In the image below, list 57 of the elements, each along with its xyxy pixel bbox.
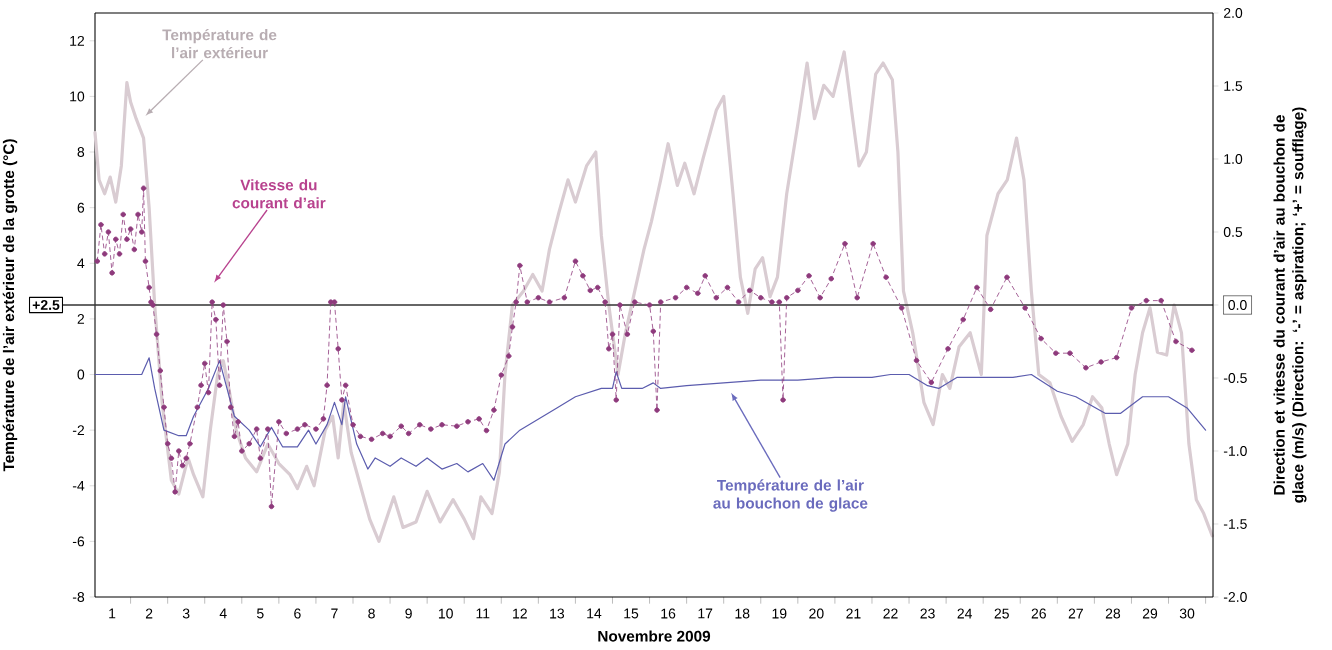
- x-tick-label: 14: [587, 608, 602, 619]
- ref-line-label: +2.5: [32, 300, 60, 310]
- x-tick-label: 21: [846, 608, 861, 619]
- y2-tick-label: -1.0: [1223, 446, 1247, 456]
- x-tick-label: 10: [438, 608, 453, 619]
- y-tick-label: 0: [77, 369, 85, 380]
- y2-tick-label: 1.0: [1224, 154, 1243, 164]
- x-tick-label: 27: [1068, 608, 1083, 619]
- x-tick-label: 7: [331, 608, 338, 619]
- y-tick-label: 2: [77, 314, 85, 324]
- x-tick-label: 19: [772, 608, 787, 619]
- y-tick-label: 12: [70, 35, 85, 46]
- x-tick-label: 5: [257, 608, 264, 619]
- x-tick-label: 18: [735, 608, 750, 619]
- x-tick-label: 30: [1179, 608, 1195, 619]
- y2-tick-label: 0.5: [1223, 227, 1243, 237]
- y-tick-label: -4: [72, 480, 85, 491]
- x-tick-label: 9: [405, 608, 412, 619]
- y2-tick-label: 2.0: [1223, 8, 1243, 18]
- x-tick-label: 23: [920, 608, 935, 619]
- y-tick-label: -2: [72, 425, 85, 436]
- x-tick-label: 28: [1105, 608, 1121, 619]
- y-tick-label: 6: [77, 202, 85, 213]
- y2-axis-title: Direction et vitesse du courant d’air au bouchon de glace (m/s) (Direction: ‘-’ = aspiration; ‘+’ = soufflage): [1273, 107, 1307, 503]
- y-tick-label: -6: [72, 536, 85, 547]
- x-tick-label: 13: [550, 608, 565, 619]
- y-tick-label: 4: [77, 258, 85, 269]
- x-tick-label: 1: [109, 608, 116, 619]
- x-tick-label: 29: [1142, 608, 1158, 619]
- y-tick-label: 10: [70, 91, 85, 102]
- x-tick-label: 20: [809, 608, 824, 619]
- x-tick-label: 12: [513, 608, 527, 619]
- x-tick-label: 11: [476, 608, 490, 619]
- y-tick-label: -8: [72, 592, 85, 602]
- y2-tick-label: -0.5: [1223, 373, 1247, 383]
- y-axis-title: Température de l’air extérieur de la grotte (°C): [2, 139, 18, 472]
- x-tick-label: 22: [883, 608, 898, 619]
- x-tick-label: 24: [957, 608, 972, 619]
- x-tick-label: 16: [661, 608, 676, 619]
- y2-tick-label: 0.0: [1228, 300, 1247, 310]
- x-axis-title: Novembre 2009: [598, 630, 711, 642]
- x-tick-label: 8: [368, 608, 375, 619]
- x-tick-label: 2: [145, 608, 153, 619]
- y2-tick-label: -2.0: [1223, 592, 1247, 602]
- y-tick-label: 8: [77, 147, 85, 158]
- y2-tick-label: 1.5: [1224, 81, 1243, 91]
- x-tick-label: 26: [1031, 608, 1046, 619]
- x-tick-label: 6: [294, 608, 301, 619]
- annotation: Température de l’air au bouchon de glace: [713, 479, 868, 512]
- x-tick-label: 25: [994, 608, 1009, 619]
- annotation: Vitesse du courant d’air: [232, 179, 326, 209]
- x-tick-label: 15: [624, 608, 639, 619]
- annotation: Température de l’air extérieur: [162, 28, 277, 59]
- y2-tick-label: -1.5: [1223, 519, 1247, 529]
- x-tick-label: 17: [698, 608, 713, 619]
- x-tick-label: 3: [182, 608, 190, 619]
- x-tick-label: 4: [219, 608, 227, 619]
